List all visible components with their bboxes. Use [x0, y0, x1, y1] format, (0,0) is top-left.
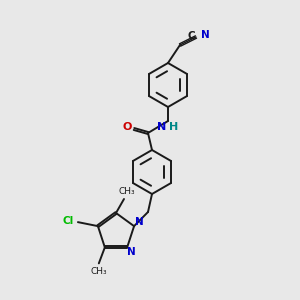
- Text: C: C: [188, 31, 195, 41]
- Text: H: H: [169, 122, 178, 132]
- Text: CH₃: CH₃: [91, 267, 107, 276]
- Text: CH₃: CH₃: [119, 188, 135, 196]
- Text: O: O: [122, 122, 132, 132]
- Text: N: N: [201, 30, 209, 40]
- Text: N: N: [158, 122, 166, 132]
- Text: Cl: Cl: [62, 216, 74, 226]
- Text: N: N: [135, 217, 143, 227]
- Text: N: N: [127, 248, 136, 257]
